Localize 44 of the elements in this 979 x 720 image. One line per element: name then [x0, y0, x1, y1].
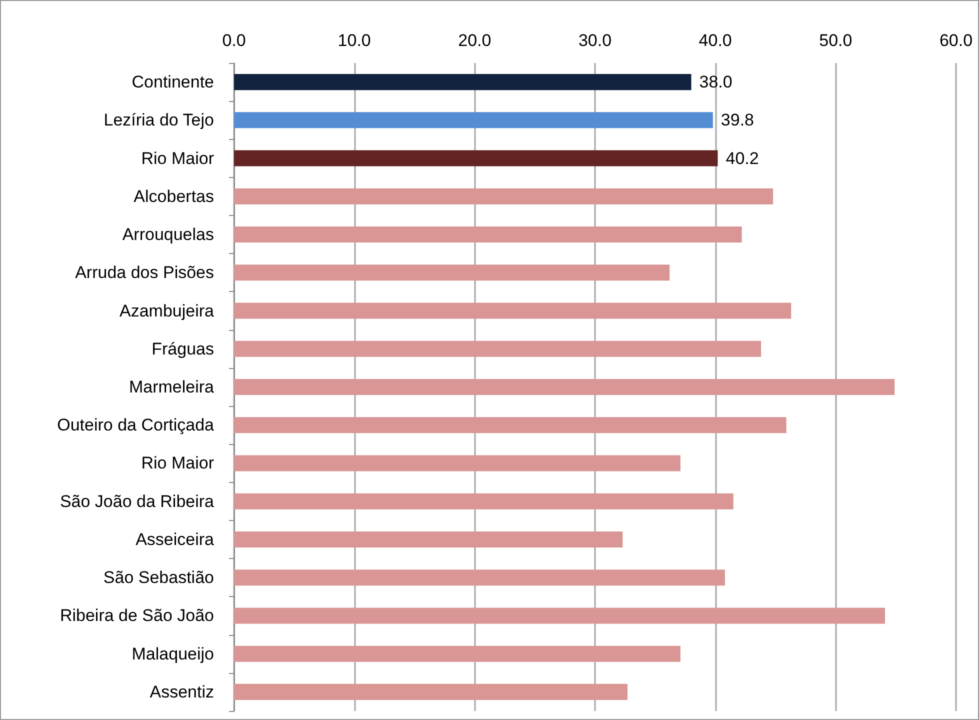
y-tick-label: Arruda dos Pisões	[75, 263, 214, 282]
y-tick-label: Continente	[132, 72, 214, 92]
y-tick-label: Ribeira de São João	[60, 606, 214, 626]
bar	[234, 74, 692, 90]
bar	[234, 684, 628, 700]
data-label: 40.2	[726, 148, 759, 168]
bar	[234, 302, 792, 319]
bar	[234, 150, 718, 166]
bar	[234, 112, 713, 128]
bar	[234, 264, 670, 281]
y-tick-label: Lezíria do Tejo	[104, 110, 214, 130]
data-label: 38.0	[699, 72, 732, 92]
bar	[234, 226, 742, 243]
bar	[234, 417, 786, 434]
x-tick-label: 50.0	[819, 31, 852, 50]
y-tick-label: Malaqueijo	[132, 644, 214, 664]
bar	[234, 493, 734, 510]
y-tick-label: Marmeleira	[128, 378, 215, 396]
bar	[234, 455, 680, 472]
y-tick-label: Arrouquelas	[122, 225, 214, 244]
y-tick-label: Rio Maior	[141, 148, 214, 168]
x-tick-label: 60.0	[939, 31, 973, 50]
y-tick-label: Alcobertas	[134, 186, 214, 206]
y-tick-label: Asseiceira	[136, 530, 215, 549]
y-tick-label: Outeiro da Cortiçada	[57, 416, 215, 435]
y-tick-label: Azambujeira	[120, 301, 215, 320]
x-tick-label: 20.0	[458, 31, 492, 50]
bar	[234, 570, 725, 586]
bar	[234, 531, 623, 548]
bar	[234, 608, 886, 624]
bar	[234, 340, 762, 357]
y-tick-label: São João da Ribeira	[60, 492, 215, 511]
bar	[234, 188, 774, 204]
x-tick-label: 40.0	[698, 31, 732, 50]
y-tick-label: Fráguas	[152, 339, 214, 358]
x-tick-label: 10.0	[338, 31, 371, 50]
bar	[234, 646, 680, 662]
x-tick-label: 30.0	[578, 31, 612, 50]
bar	[234, 378, 895, 396]
y-tick-label: São Sebastião	[103, 568, 214, 588]
x-tick-label: 0.0	[222, 31, 246, 50]
y-tick-label: Assentiz	[150, 682, 214, 702]
data-label: 39.8	[720, 110, 754, 130]
y-tick-label: Rio Maior	[141, 454, 214, 473]
